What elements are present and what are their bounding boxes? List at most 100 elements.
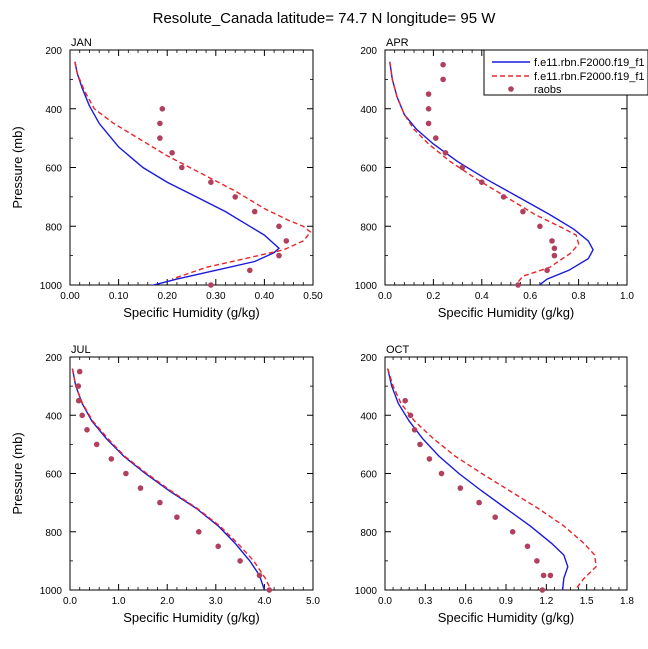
x-tick-label: 0.00 bbox=[60, 291, 80, 302]
y-tick-label: 400 bbox=[360, 411, 377, 422]
series-line-model1 bbox=[74, 61, 281, 285]
raobs-point bbox=[179, 164, 185, 171]
legend-label-model1: f.e11.rbn.F2000.f19_f1 bbox=[534, 57, 645, 69]
y-tick-label: 1000 bbox=[355, 586, 378, 597]
x-tick-label: 0.40 bbox=[255, 291, 275, 302]
raobs-point bbox=[75, 397, 82, 404]
legend: f.e11.rbn.F2000.f19_f1 f.e11.rbn.F2000.f… bbox=[483, 49, 648, 96]
series-line-model2 bbox=[387, 368, 597, 590]
raobs-point bbox=[237, 558, 243, 564]
y-tick-label: 600 bbox=[45, 164, 62, 175]
legend-label-raobs: raobs bbox=[534, 84, 562, 96]
y-tick-label: 200 bbox=[360, 353, 377, 364]
y-tick-label: 600 bbox=[360, 164, 377, 175]
y-tick-label: 200 bbox=[45, 46, 62, 57]
raobs-point bbox=[544, 267, 550, 274]
y-tick-label: 1000 bbox=[40, 281, 63, 292]
raobs-point bbox=[537, 223, 543, 230]
raobs-point bbox=[157, 499, 163, 506]
y-tick-label: 1000 bbox=[40, 586, 63, 597]
x-tick-label: 0.0 bbox=[378, 596, 392, 607]
x-tick-label: 1.0 bbox=[112, 596, 126, 607]
raobs-point bbox=[442, 150, 449, 156]
raobs-point bbox=[157, 120, 163, 127]
raobs-point bbox=[524, 543, 531, 550]
raobs-point bbox=[215, 543, 221, 550]
panel-jan: JAN 0.00 0.10 0.20 0.30 0.40 0.50 200 400 600 800 1… bbox=[10, 37, 323, 320]
panel-label: OCT bbox=[386, 344, 410, 356]
raobs-point bbox=[549, 238, 555, 244]
raobs-point bbox=[256, 572, 263, 579]
raobs-point bbox=[433, 135, 439, 141]
raobs-point bbox=[232, 194, 238, 200]
y-tick-label: 800 bbox=[45, 222, 62, 233]
x-tick-label: 0.2 bbox=[426, 291, 440, 302]
raobs-point bbox=[93, 441, 100, 448]
x-tick-label: 1.2 bbox=[539, 596, 553, 607]
raobs-point bbox=[208, 282, 214, 288]
raobs-point bbox=[208, 179, 214, 185]
panel-jul: JUL 0.0 1.0 2.0 3.0 4.0 5.0 200 400 600 800 1000 Spe… bbox=[10, 344, 320, 625]
series-line-model2 bbox=[71, 368, 272, 590]
x-tick-label: 5.0 bbox=[306, 596, 320, 607]
x-tick-label: 0.8 bbox=[572, 291, 586, 302]
x-tick-label: 2.0 bbox=[160, 596, 174, 607]
x-tick-label: 1.8 bbox=[620, 596, 634, 607]
x-axis-label: Specific Humidity (g/kg) bbox=[438, 610, 575, 625]
x-tick-label: 0.0 bbox=[63, 596, 77, 607]
raobs-point bbox=[440, 61, 446, 68]
x-tick-label: 0.4 bbox=[475, 291, 489, 302]
y-tick-label: 200 bbox=[45, 353, 62, 364]
raobs-point bbox=[551, 245, 558, 252]
x-axis-label: Specific Humidity (g/kg) bbox=[123, 610, 260, 625]
x-tick-label: 0.9 bbox=[499, 596, 513, 607]
y-tick-label: 1000 bbox=[355, 281, 378, 292]
raobs-point bbox=[547, 572, 554, 579]
y-tick-label: 800 bbox=[360, 222, 377, 233]
y-tick-label: 400 bbox=[360, 105, 377, 116]
raobs-point bbox=[196, 529, 202, 535]
raobs-point bbox=[534, 558, 540, 564]
raobs-point bbox=[425, 106, 432, 112]
raobs-point bbox=[157, 135, 163, 141]
raobs-point bbox=[539, 587, 546, 593]
figure-title: Resolute_Canada latitude= 74.7 N longitu… bbox=[153, 10, 497, 27]
raobs-point bbox=[402, 397, 409, 404]
raobs-point bbox=[425, 120, 432, 127]
raobs-point bbox=[79, 412, 85, 419]
raobs-point bbox=[459, 164, 466, 171]
raobs-point bbox=[159, 106, 166, 112]
raobs-point bbox=[174, 514, 180, 520]
raobs-point bbox=[515, 282, 521, 288]
raobs-point bbox=[84, 427, 90, 433]
raobs-point bbox=[492, 514, 499, 520]
x-axis-label: Specific Humidity (g/kg) bbox=[123, 305, 260, 320]
y-tick-label: 800 bbox=[45, 528, 62, 539]
x-tick-label: 0.20 bbox=[157, 291, 177, 302]
raobs-point bbox=[457, 485, 464, 491]
panel-oct: OCT 0.0 0.3 0.6 0.9 1.2 1.5 1.8 200 400 600 800 1000… bbox=[355, 344, 635, 625]
raobs-point bbox=[411, 427, 418, 433]
raobs-point bbox=[551, 252, 558, 259]
y-tick-label: 800 bbox=[360, 528, 377, 539]
x-tick-label: 0.50 bbox=[303, 291, 323, 302]
raobs-point bbox=[276, 252, 282, 259]
x-tick-label: 0.30 bbox=[206, 291, 226, 302]
y-tick-label: 400 bbox=[45, 105, 62, 116]
x-tick-label: 3.0 bbox=[209, 596, 223, 607]
raobs-point bbox=[479, 179, 485, 185]
raobs-point bbox=[476, 499, 482, 506]
panel-label: JUL bbox=[71, 344, 91, 356]
raobs-point bbox=[123, 470, 129, 477]
panel-label: JAN bbox=[71, 37, 92, 49]
raobs-point bbox=[540, 572, 547, 579]
y-axis-label: Pressure (mb) bbox=[10, 432, 25, 514]
series-line-model1 bbox=[389, 61, 594, 285]
panel-apr: APR 0.0 0.2 0.4 0.6 0.8 1.0 200 400 600 800 1000 Spe… bbox=[355, 37, 635, 320]
plot-frame bbox=[384, 356, 628, 591]
y-tick-label: 200 bbox=[360, 46, 377, 57]
series-line-model1 bbox=[387, 368, 569, 590]
x-tick-label: 0.10 bbox=[109, 291, 129, 302]
y-tick-label: 400 bbox=[45, 411, 62, 422]
